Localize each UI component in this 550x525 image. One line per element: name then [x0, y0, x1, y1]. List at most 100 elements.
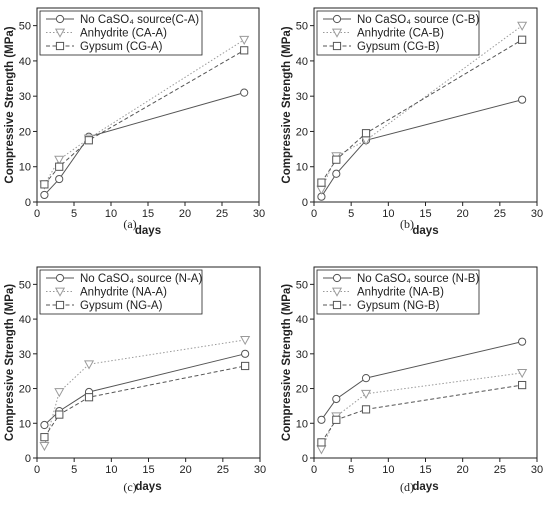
x-tick-label: 10 [382, 464, 394, 476]
legend-label: Anhydrite (NA-B) [357, 287, 444, 299]
x-tick-label: 30 [531, 208, 543, 220]
data-point [517, 369, 528, 379]
y-tick-label: 20 [19, 384, 31, 396]
x-tick-label: 0 [34, 208, 40, 220]
panel-label: (a) [123, 217, 136, 231]
chart-panel-2: 0 5 10 15 20 25 30 0 10 20 30 40 50 days Compressive S… [281, 7, 543, 237]
legend-label: Gypsum (CG-A) [80, 41, 163, 53]
x-tick-label: 10 [105, 464, 117, 476]
y-tick-label: 40 [19, 56, 31, 68]
x-tick-label: 30 [254, 464, 266, 476]
y-tick-label: 10 [19, 418, 31, 430]
data-point [84, 136, 93, 145]
data-point [361, 374, 371, 383]
data-point [317, 415, 326, 424]
data-point [54, 388, 65, 398]
x-tick-label: 20 [179, 208, 191, 220]
series-3 [40, 361, 250, 442]
legend-marker [55, 300, 65, 310]
data-point [518, 95, 527, 104]
x-tick-label: 20 [457, 464, 469, 476]
data-point [518, 380, 527, 390]
y-tick-label: 50 [296, 21, 308, 33]
x-tick-label: 0 [34, 464, 40, 476]
x-axis-title: days [135, 481, 161, 493]
series-line [44, 365, 246, 438]
series-line [44, 92, 245, 196]
x-tick-label: 25 [494, 208, 506, 220]
x-tick-label: 0 [311, 208, 317, 220]
y-axis-title: Compressive Strength (MPa) [4, 284, 16, 441]
x-tick-label: 20 [180, 464, 192, 476]
legend-marker [331, 287, 343, 297]
series-3 [40, 46, 249, 189]
data-point [54, 155, 65, 165]
y-tick-label: 20 [296, 384, 308, 396]
data-point [240, 88, 249, 97]
data-point [40, 433, 49, 442]
y-tick-label: 40 [19, 314, 31, 326]
series-line [44, 49, 245, 185]
data-point [240, 336, 251, 346]
data-point [241, 349, 250, 358]
x-tick-label: 15 [419, 464, 431, 476]
data-point [361, 405, 371, 414]
series-1 [40, 349, 250, 430]
chart-panel-1: 0 5 10 15 20 25 30 0 10 20 30 40 50 days Compressive S… [4, 7, 265, 237]
legend: No CaSO₄ source (C-B) Anhydrite (CA-B)Gyp… [316, 10, 479, 56]
legend-label: No CaSO₄ source(C-A) [80, 14, 199, 26]
data-point [55, 174, 64, 184]
panel-label: (c) [123, 480, 136, 494]
data-point [316, 445, 327, 455]
data-point [332, 394, 341, 404]
x-tick-label: 5 [71, 464, 77, 476]
y-tick-label: 30 [19, 91, 31, 103]
y-tick-label: 0 [302, 453, 308, 465]
legend-label: Gypsum (NG-A) [80, 300, 163, 312]
x-tick-label: 20 [457, 208, 469, 220]
series-line [320, 25, 523, 190]
data-point [55, 410, 64, 419]
data-point [518, 35, 527, 44]
panel-label: (d) [400, 480, 414, 494]
legend-marker [55, 273, 65, 283]
legend-label: No CaSO₄ source (C-B) [357, 14, 479, 26]
legend-marker [332, 41, 342, 51]
y-axis-title: Compressive Strength (MPa) [4, 26, 16, 183]
series-line [321, 341, 523, 421]
y-tick-label: 30 [296, 91, 308, 103]
x-tick-label: 5 [71, 208, 77, 220]
legend-marker [55, 14, 65, 24]
series-line [44, 353, 246, 426]
legend-marker [55, 41, 65, 51]
y-axis-title: Compressive Strength (MPa) [281, 284, 293, 441]
x-tick-label: 15 [419, 208, 431, 220]
data-point [241, 361, 250, 371]
y-tick-label: 50 [19, 279, 31, 291]
data-point [55, 162, 64, 171]
legend: No CaSO₄ source(C-A) Anhydrite (CA-A)Gyps… [39, 10, 203, 56]
data-point [240, 46, 249, 55]
data-point [40, 190, 49, 200]
legend-label: No CaSO₄ source (N-A) [80, 273, 202, 285]
data-point [361, 129, 371, 138]
legend-label: Gypsum (CG-B) [357, 41, 440, 53]
y-tick-label: 10 [296, 418, 308, 430]
y-tick-label: 30 [296, 349, 308, 361]
data-point [40, 180, 49, 189]
series-2 [316, 369, 528, 455]
series-line [320, 372, 523, 450]
data-point [332, 415, 341, 424]
series-line [321, 39, 523, 183]
legend-label: Anhydrite (CA-A) [80, 28, 167, 40]
legend-marker [332, 273, 342, 283]
series-1 [317, 337, 527, 424]
series-3 [317, 35, 527, 187]
data-point [517, 21, 528, 31]
data-point [40, 420, 49, 430]
legend-marker [332, 300, 342, 310]
data-point [360, 389, 372, 399]
series-line [43, 339, 246, 446]
legend: No CaSO₄ source (N-A) Anhydrite (NA-A)Gyp… [39, 269, 202, 315]
y-tick-label: 10 [296, 162, 308, 174]
